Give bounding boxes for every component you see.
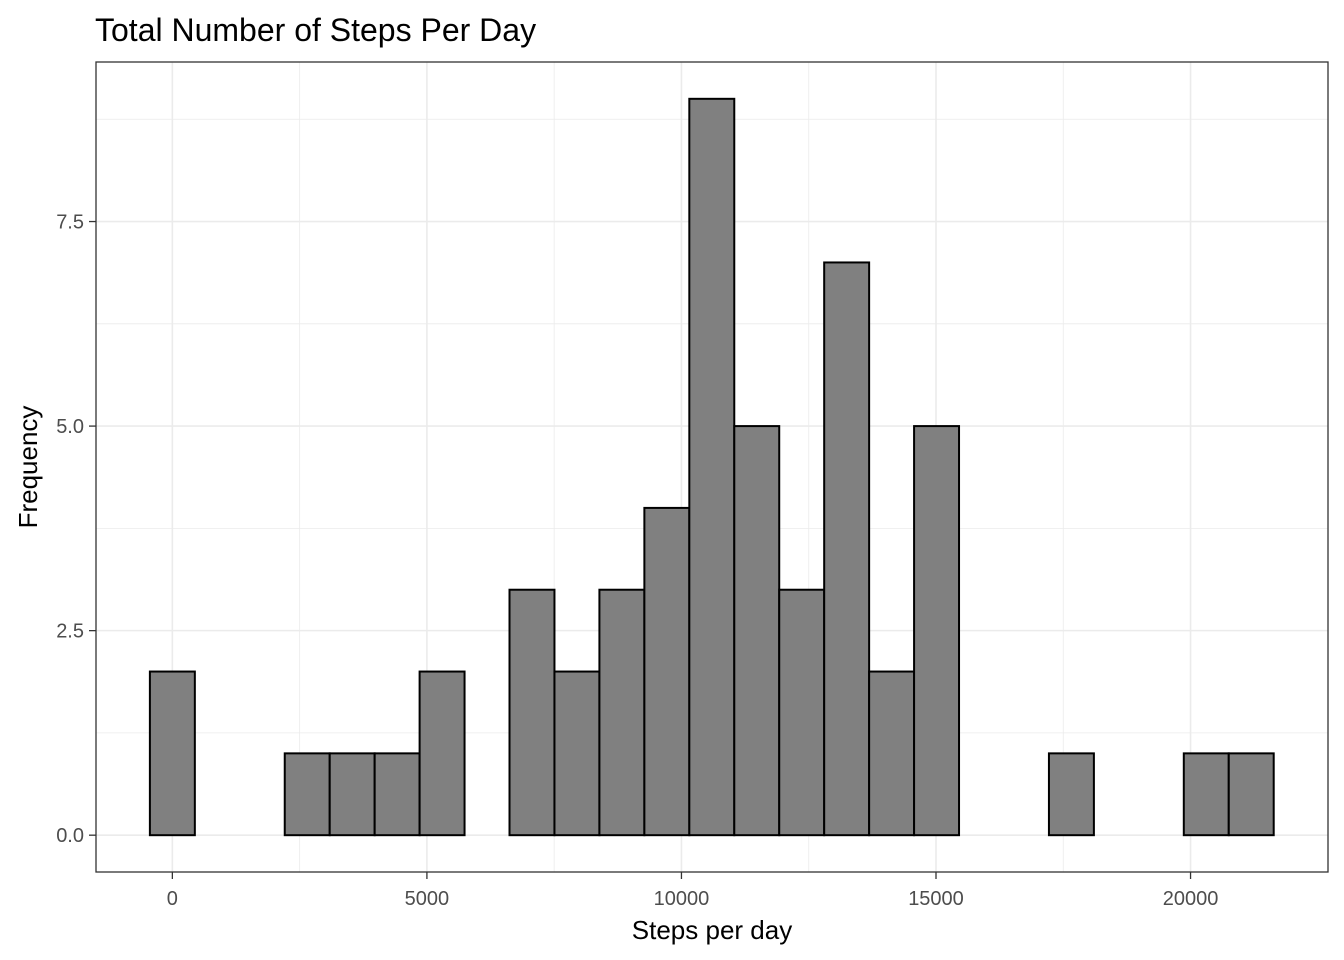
y-axis-ticks: 0.0 2.5 5.0 7.5 xyxy=(56,212,96,847)
histogram-bar xyxy=(373,752,421,837)
x-tick-label: 5000 xyxy=(405,888,450,910)
histogram-bar xyxy=(688,97,736,837)
y-tick-label: 5.0 xyxy=(56,416,84,438)
y-axis-title: Frequency xyxy=(13,406,43,529)
x-axis-ticks: 0 5000 10000 15000 20000 xyxy=(167,872,1219,910)
histogram-bar xyxy=(1227,752,1275,837)
x-tick-label: 10000 xyxy=(654,888,710,910)
x-tick-label: 0 xyxy=(167,888,178,910)
histogram-bar xyxy=(418,670,466,837)
x-axis-title: Steps per day xyxy=(632,915,792,945)
histogram-bar xyxy=(913,425,961,837)
histogram-bars xyxy=(148,97,1275,837)
y-tick-label: 2.5 xyxy=(56,621,84,643)
histogram-bar xyxy=(148,670,196,837)
x-tick-label: 15000 xyxy=(908,888,964,910)
histogram-bar xyxy=(328,752,376,837)
x-tick-label: 20000 xyxy=(1163,888,1219,910)
histogram-bar xyxy=(553,670,601,837)
histogram-bar xyxy=(1047,752,1095,837)
histogram-bar xyxy=(733,425,781,837)
histogram-bar xyxy=(1182,752,1230,837)
histogram-bar xyxy=(778,588,826,837)
histogram-bar xyxy=(283,752,331,837)
histogram-bar xyxy=(643,506,691,837)
histogram-bar xyxy=(823,261,871,837)
y-tick-label: 0.0 xyxy=(56,825,84,847)
histogram-bar xyxy=(508,588,556,837)
y-tick-label: 7.5 xyxy=(56,212,84,234)
histogram-bar xyxy=(598,588,646,837)
histogram-bar xyxy=(868,670,916,837)
panel-border xyxy=(95,61,1329,873)
chart-title: Total Number of Steps Per Day xyxy=(95,12,536,48)
